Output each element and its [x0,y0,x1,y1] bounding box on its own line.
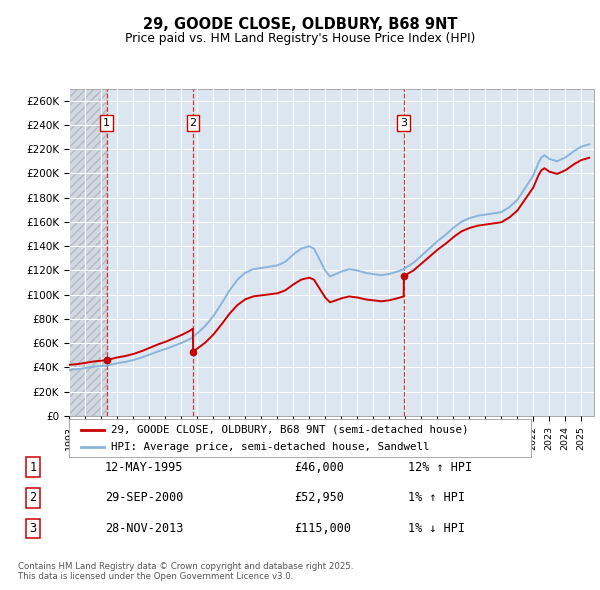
Text: 1% ↓ HPI: 1% ↓ HPI [408,522,465,535]
Text: 12-MAY-1995: 12-MAY-1995 [105,461,184,474]
Text: £115,000: £115,000 [294,522,351,535]
Text: £52,950: £52,950 [294,491,344,504]
Text: 29, GOODE CLOSE, OLDBURY, B68 9NT: 29, GOODE CLOSE, OLDBURY, B68 9NT [143,17,457,31]
Text: 2: 2 [190,118,197,128]
Text: HPI: Average price, semi-detached house, Sandwell: HPI: Average price, semi-detached house,… [110,442,429,453]
Text: £46,000: £46,000 [294,461,344,474]
Text: 1: 1 [103,118,110,128]
Text: 28-NOV-2013: 28-NOV-2013 [105,522,184,535]
Text: 3: 3 [400,118,407,128]
Text: 29-SEP-2000: 29-SEP-2000 [105,491,184,504]
Text: 1% ↑ HPI: 1% ↑ HPI [408,491,465,504]
Text: 3: 3 [29,522,37,535]
Text: Price paid vs. HM Land Registry's House Price Index (HPI): Price paid vs. HM Land Registry's House … [125,32,475,45]
Text: 29, GOODE CLOSE, OLDBURY, B68 9NT (semi-detached house): 29, GOODE CLOSE, OLDBURY, B68 9NT (semi-… [110,425,468,435]
Bar [69,88,107,416]
Text: 2: 2 [29,491,37,504]
Text: Contains HM Land Registry data © Crown copyright and database right 2025.
This d: Contains HM Land Registry data © Crown c… [18,562,353,581]
Text: 12% ↑ HPI: 12% ↑ HPI [408,461,472,474]
Text: 1: 1 [29,461,37,474]
